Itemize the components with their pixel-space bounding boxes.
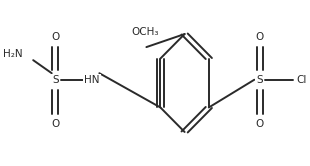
Text: O: O bbox=[255, 32, 264, 42]
Text: S: S bbox=[256, 75, 263, 85]
Text: H₂N: H₂N bbox=[3, 49, 23, 59]
Text: O: O bbox=[51, 119, 60, 129]
Text: S: S bbox=[52, 75, 59, 85]
Text: HN: HN bbox=[84, 75, 100, 85]
Text: Cl: Cl bbox=[296, 75, 307, 85]
Text: O: O bbox=[255, 119, 264, 129]
Text: O: O bbox=[51, 32, 60, 42]
Text: OCH₃: OCH₃ bbox=[131, 27, 159, 37]
